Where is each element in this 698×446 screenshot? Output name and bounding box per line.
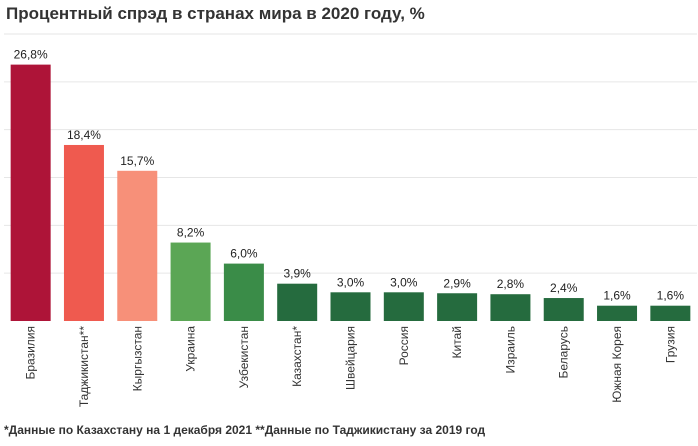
- bars: [10, 64, 691, 321]
- chart-title: Процентный спрэд в странах мира в 2020 г…: [6, 4, 425, 23]
- bar: [277, 283, 318, 321]
- data-label: 18,4%: [67, 128, 101, 142]
- bar: [437, 293, 478, 321]
- bar: [330, 292, 371, 321]
- bar: [63, 144, 104, 321]
- bar: [383, 292, 424, 321]
- data-label: 1,6%: [657, 289, 685, 303]
- grid-lines: [4, 33, 697, 274]
- category-label: Украина: [184, 326, 198, 372]
- data-label: 1,6%: [603, 289, 631, 303]
- data-label: 2,9%: [443, 276, 471, 290]
- bar: [10, 64, 51, 321]
- category-label: Бразилия: [24, 326, 38, 380]
- category-label: Казахстан*: [290, 326, 304, 387]
- value-labels: 26,8% 18,4% 15,7% 8,2% 6,0% 3,9% 3,0% 3,0% 2,9% 2…: [14, 48, 685, 303]
- bar: [170, 242, 211, 321]
- data-label: 2,4%: [550, 281, 578, 295]
- bar: [117, 170, 158, 321]
- category-label: Израиль: [503, 326, 517, 373]
- category-label: Узбекистан: [237, 326, 251, 388]
- data-label: 3,0%: [337, 275, 365, 289]
- category-label: Швейцария: [344, 326, 358, 390]
- data-label: 6,0%: [230, 247, 258, 261]
- category-label: Грузия: [663, 326, 677, 363]
- category-label: Китай: [450, 326, 464, 358]
- bar: [490, 294, 531, 321]
- category-label: Южная Корея: [610, 326, 624, 403]
- bar: [597, 305, 638, 321]
- category-label: Россия: [397, 326, 411, 365]
- category-labels: Бразилия Таджикистан** Кыргызстан Украина Уз…: [24, 326, 678, 407]
- data-label: 3,9%: [284, 267, 312, 281]
- category-label: Кыргызстан: [130, 326, 144, 391]
- data-label: 15,7%: [120, 154, 154, 168]
- bar: [223, 263, 264, 321]
- category-label: Беларусь: [557, 326, 571, 378]
- bar: [543, 298, 584, 321]
- data-label: 26,8%: [14, 48, 48, 62]
- category-label: Таджикистан**: [77, 326, 91, 407]
- footnote: *Данные по Казахстану на 1 декабря 2021 …: [4, 423, 486, 437]
- bar-chart: 26,8% 18,4% 15,7% 8,2% 6,0% 3,9% 3,0% 3,0% 2,9% 2…: [4, 33, 697, 407]
- data-label: 2,8%: [497, 277, 525, 291]
- data-label: 8,2%: [177, 226, 205, 240]
- data-label: 3,0%: [390, 275, 418, 289]
- bar: [650, 305, 691, 321]
